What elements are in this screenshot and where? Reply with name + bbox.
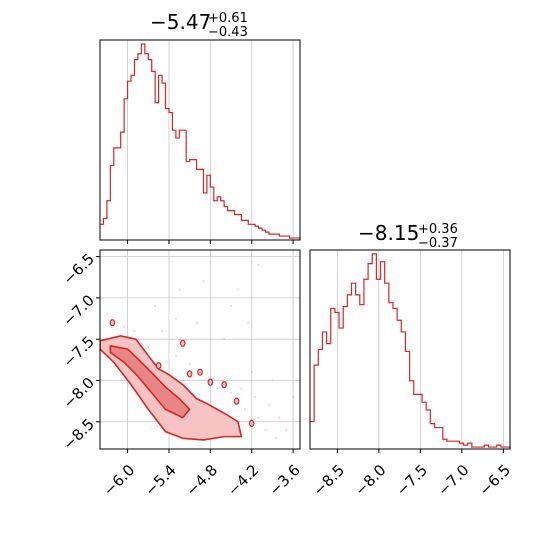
scatter-point bbox=[188, 362, 191, 365]
scatter-point bbox=[236, 288, 239, 291]
scatter-point bbox=[254, 395, 257, 398]
scatter-point bbox=[223, 338, 226, 341]
contour-ytick-label: −6.5 bbox=[60, 250, 98, 288]
scatter-point bbox=[278, 416, 281, 419]
scatter-point bbox=[274, 437, 277, 440]
contour-blob bbox=[233, 397, 240, 405]
scatter-point bbox=[264, 429, 267, 432]
right-hist-frame bbox=[309, 249, 511, 450]
scatter-point bbox=[240, 387, 243, 390]
top-hist-frame bbox=[99, 39, 301, 241]
contour-blob bbox=[186, 370, 193, 378]
contour-blob bbox=[221, 380, 227, 389]
contour-ytick-label: −8.0 bbox=[60, 374, 98, 412]
contour-xtick-label: −3.6 bbox=[265, 461, 303, 499]
contour-plot-area bbox=[100, 263, 295, 441]
contour-frame bbox=[99, 249, 301, 450]
scatter-point bbox=[195, 321, 198, 324]
scatter-point bbox=[267, 404, 270, 407]
right-hist-histogram-line bbox=[310, 253, 511, 449]
scatter-point bbox=[230, 391, 233, 394]
contour-xtick-label: −4.2 bbox=[224, 461, 262, 499]
contour-ytick-label: −7.0 bbox=[60, 291, 98, 329]
scatter-point bbox=[154, 305, 157, 308]
scatter-point bbox=[202, 379, 205, 382]
scatter-point bbox=[285, 429, 288, 432]
scatter-point bbox=[257, 416, 260, 419]
scatter-point bbox=[247, 321, 250, 324]
scatter-point bbox=[133, 329, 136, 332]
scatter-point bbox=[292, 395, 295, 398]
right-hist-xtick-label: −6.5 bbox=[476, 461, 514, 499]
scatter-point bbox=[216, 387, 219, 390]
contour-ytick-label: −7.5 bbox=[60, 332, 98, 370]
right-hist-xtick-label: −8.0 bbox=[351, 461, 389, 499]
title-param-2-value: −8.15 bbox=[358, 221, 419, 245]
scatter-point bbox=[174, 317, 177, 320]
scatter-point bbox=[105, 313, 108, 316]
scatter-point bbox=[140, 342, 143, 345]
scatter-point bbox=[147, 346, 150, 349]
scatter-point bbox=[230, 305, 233, 308]
right-hist-xtick-label: −7.0 bbox=[434, 461, 472, 499]
scatter-point bbox=[174, 354, 177, 357]
contour-blob bbox=[207, 378, 214, 386]
contour-xtick-label: −6.0 bbox=[100, 461, 138, 499]
top-hist-histogram-line bbox=[100, 43, 301, 240]
title-param-2-upper: +0.36 bbox=[418, 222, 458, 237]
contour-blob bbox=[248, 419, 255, 428]
scatter-point bbox=[250, 371, 253, 374]
histogram-panel-param-1: −5.47+0.61−0.43 bbox=[99, 10, 301, 244]
contour-blob bbox=[179, 339, 186, 347]
scatter-point bbox=[178, 288, 181, 291]
contour-xtick-label: −4.8 bbox=[183, 461, 221, 499]
contour-blob bbox=[197, 368, 203, 376]
scatter-point bbox=[123, 325, 126, 328]
scatter-point bbox=[202, 280, 205, 283]
title-param-2-lower: −0.37 bbox=[418, 236, 458, 251]
contour-xtick-label: −5.4 bbox=[141, 461, 179, 499]
contour-blob bbox=[155, 362, 162, 370]
scatter-point bbox=[271, 379, 274, 382]
title-param-1-lower: −0.43 bbox=[208, 25, 248, 40]
scatter-point bbox=[161, 329, 164, 332]
title-param-1-upper: +0.61 bbox=[208, 11, 248, 26]
right-hist-xtick-label: −7.5 bbox=[393, 461, 431, 499]
contour-level-inner bbox=[109, 344, 191, 419]
right-hist-xtick-label: −8.5 bbox=[310, 461, 348, 499]
histogram-panel-param-2: −8.5 −8.0 −7.5 −7.0 −6.5 −8.15+0.36−0.37 bbox=[309, 221, 514, 500]
contour-panel: −6.0 −5.4 −4.8 −4.2 −3.6 −6.5−7.0−7.5 −8.0−8.5 bbox=[60, 249, 304, 500]
title-param-1-value: −5.47 bbox=[150, 10, 211, 34]
contour-blob bbox=[109, 319, 116, 327]
scatter-point bbox=[243, 408, 246, 411]
contour-ytick-label: −8.5 bbox=[60, 415, 98, 453]
scatter-point bbox=[257, 263, 260, 266]
